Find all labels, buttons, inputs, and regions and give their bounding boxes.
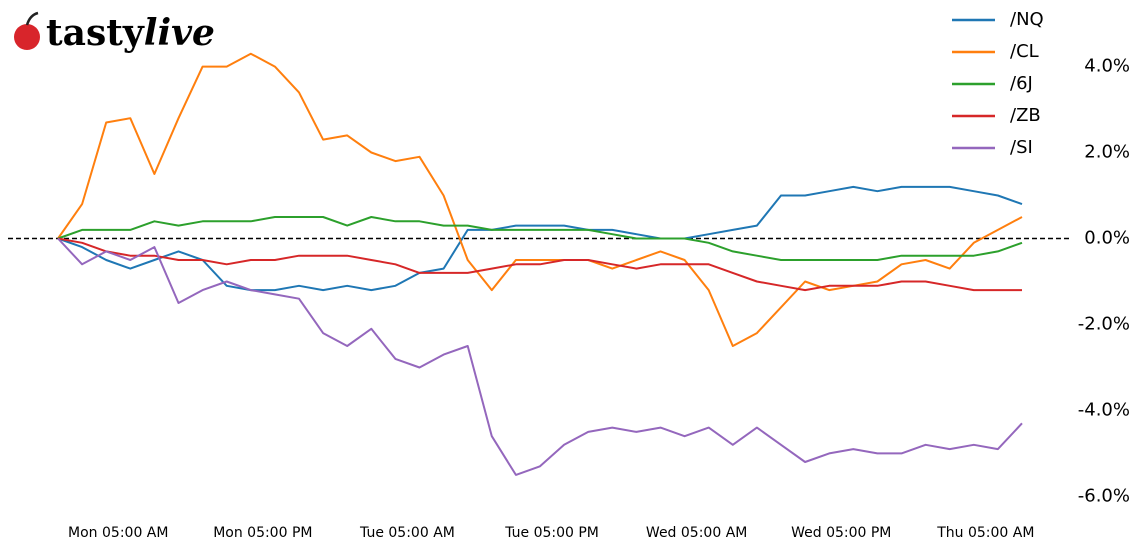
legend: /NQ/CL/6J/ZB/SI: [952, 9, 1044, 158]
x-tick-label: Thu 05:00 AM: [936, 525, 1034, 541]
x-tick-label: Mon 05:00 AM: [68, 525, 168, 541]
series-line: [57, 52, 1023, 347]
y-tick-label: 2.0%: [1084, 142, 1130, 163]
x-tick-label: Tue 05:00 AM: [359, 525, 455, 541]
y-tick-label: 4.0%: [1084, 56, 1130, 77]
x-tick-label: Mon 05:00 PM: [213, 525, 312, 541]
x-tick-label: Wed 05:00 PM: [791, 525, 891, 541]
series-line: [57, 237, 1022, 292]
logo-text: tastylive: [46, 12, 215, 54]
legend-label: /CL: [1010, 41, 1039, 62]
series-line: [57, 185, 1023, 292]
x-tick-label: Tue 05:00 PM: [504, 525, 599, 541]
y-tick-label: 0.0%: [1084, 228, 1130, 249]
logo-part: live: [144, 12, 215, 54]
legend-label: /NQ: [1010, 9, 1044, 30]
y-tick-label: -2.0%: [1078, 313, 1130, 334]
series-line: [57, 216, 1023, 261]
legend-label: /SI: [1010, 137, 1033, 158]
x-tick-label: Wed 05:00 AM: [646, 525, 747, 541]
logo-part: tasty: [46, 12, 145, 54]
y-tick-label: -4.0%: [1078, 399, 1130, 420]
y-tick-label: -6.0%: [1078, 485, 1130, 506]
logo: tastylive: [14, 11, 215, 54]
logo-cherry: [14, 24, 40, 50]
legend-label: /6J: [1010, 73, 1033, 94]
series-line: [57, 237, 1023, 476]
logo-stem: [25, 11, 39, 26]
legend-label: /ZB: [1010, 105, 1041, 126]
